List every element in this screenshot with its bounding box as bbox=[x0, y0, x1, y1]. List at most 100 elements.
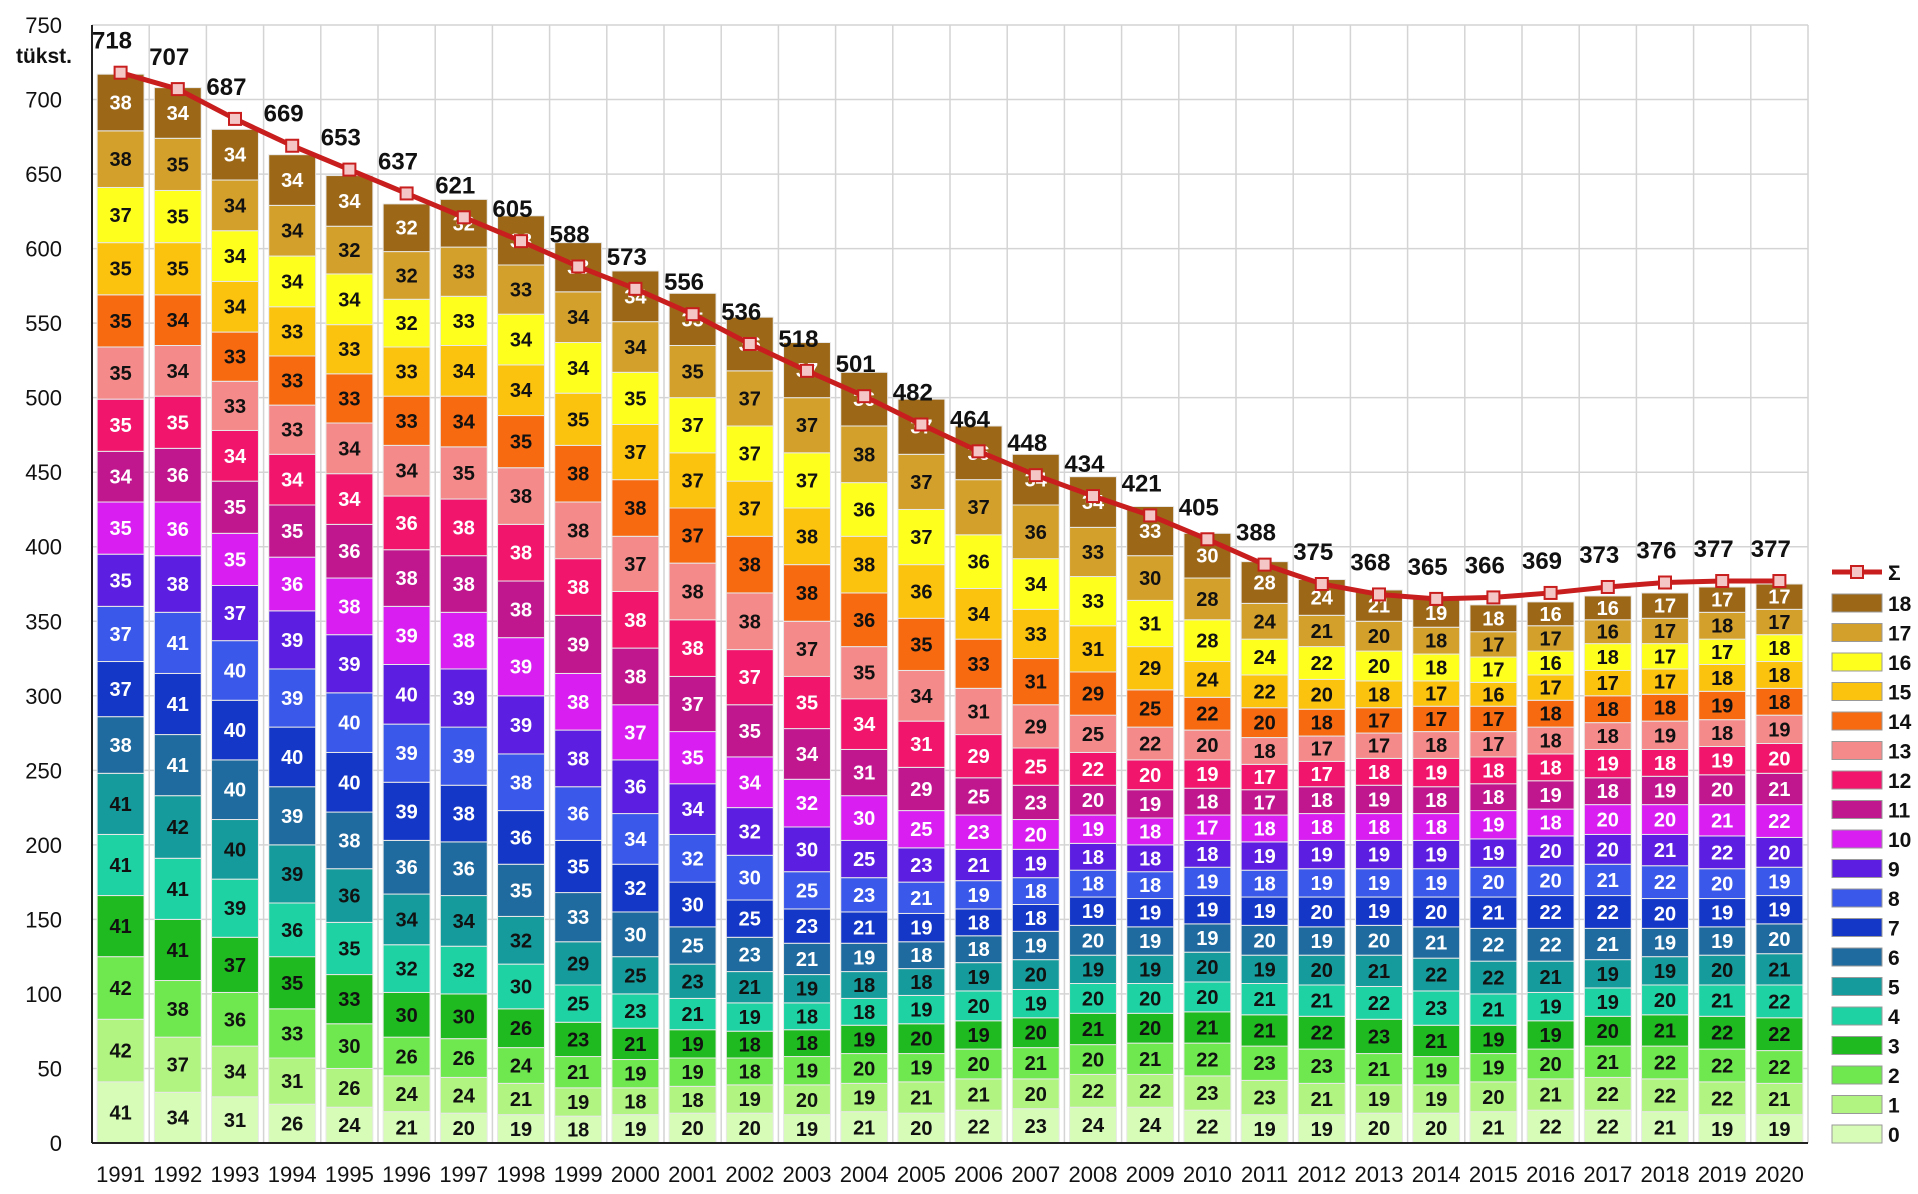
bar-segment bbox=[382, 203, 431, 253]
bar-segment bbox=[840, 698, 889, 750]
bar-segment bbox=[611, 371, 660, 425]
bar-segment bbox=[1755, 608, 1804, 636]
bar-segment-label: 41 bbox=[167, 755, 189, 777]
bar-segment bbox=[1183, 981, 1232, 1013]
x-tick-label: 2003 bbox=[783, 1162, 832, 1187]
bar-segment bbox=[153, 611, 202, 674]
bar-segment bbox=[1011, 1108, 1060, 1144]
bar-stack-1997: 20242630323436383939383838353434333332 bbox=[439, 198, 488, 1144]
bar-segment-label: 19 bbox=[1597, 964, 1619, 986]
bar-segment-label: 17 bbox=[1425, 709, 1447, 731]
bar-segment bbox=[1126, 689, 1175, 728]
bar-segment bbox=[1412, 786, 1461, 815]
legend-label: 6 bbox=[1888, 947, 1900, 970]
bar-segment bbox=[96, 501, 145, 555]
bar-segment bbox=[1011, 848, 1060, 879]
bar-segment bbox=[783, 728, 831, 780]
bar-segment bbox=[211, 1045, 259, 1098]
bar-segment-label: 24 bbox=[1311, 587, 1334, 609]
bar-segment-label: 22 bbox=[1711, 1023, 1733, 1045]
bar-segment-label: 17 bbox=[1711, 642, 1733, 664]
bar-segment-label: 25 bbox=[681, 935, 703, 957]
bar-segment bbox=[325, 751, 374, 813]
bar-segment bbox=[1240, 841, 1289, 871]
bar-segment-label: 23 bbox=[1253, 1088, 1275, 1110]
bar-segment bbox=[1355, 757, 1403, 786]
bar-segment-label: 28 bbox=[1196, 589, 1218, 611]
bar-segment bbox=[1641, 643, 1689, 670]
bar-segment-label: 19 bbox=[1711, 1119, 1733, 1141]
bar-segment-label: 18 bbox=[796, 1033, 818, 1055]
bar-segment-label: 19 bbox=[1654, 780, 1676, 802]
bar-segment bbox=[1011, 658, 1060, 706]
bar-segment bbox=[840, 1111, 889, 1144]
bar-segment bbox=[1297, 1015, 1346, 1050]
bar-segment-label: 20 bbox=[910, 1118, 932, 1140]
bar-segment bbox=[1126, 1012, 1175, 1044]
y-tick-label: 150 bbox=[25, 907, 62, 932]
bar-segment-label: 34 bbox=[681, 799, 704, 821]
total-marker bbox=[342, 162, 357, 177]
bar-segment-label: 29 bbox=[967, 746, 989, 768]
x-tick-label: 2020 bbox=[1755, 1162, 1804, 1187]
bar-segment-label: 20 bbox=[1539, 1054, 1561, 1076]
bar-segment-label: 34 bbox=[510, 330, 533, 352]
legend-label: 5 bbox=[1888, 977, 1900, 1000]
bar-segment-label: 21 bbox=[1368, 961, 1390, 983]
bar-segment-label: 37 bbox=[910, 472, 932, 494]
bar-segment-label: 32 bbox=[796, 793, 818, 815]
bar-segment bbox=[668, 997, 717, 1031]
bar-segment bbox=[1641, 668, 1689, 695]
bar-segment bbox=[1469, 1053, 1518, 1083]
bar-segment bbox=[1469, 866, 1518, 898]
total-marker bbox=[1543, 585, 1558, 600]
bar-segment bbox=[1011, 819, 1060, 850]
bar-segment bbox=[1526, 895, 1575, 929]
bar-segment-label: 23 bbox=[853, 885, 875, 907]
bar-segment-label: 19 bbox=[1253, 901, 1275, 923]
bar-segment bbox=[96, 772, 145, 835]
bar-segment-label: 37 bbox=[167, 1055, 189, 1077]
total-marker bbox=[1143, 508, 1158, 523]
bar-segment bbox=[840, 646, 889, 700]
bar-segment bbox=[611, 993, 660, 1029]
bar-segment bbox=[554, 444, 603, 503]
bar-segment bbox=[554, 501, 603, 560]
legend-swatch bbox=[1831, 623, 1883, 642]
bar-segment bbox=[268, 726, 317, 788]
bar-segment bbox=[211, 584, 259, 642]
bar-segment bbox=[1011, 747, 1060, 786]
bar-segment-label: 20 bbox=[1082, 930, 1104, 952]
bar-segment-label: 35 bbox=[453, 463, 475, 485]
bar-segment-label: 16 bbox=[1482, 684, 1504, 706]
bar-segment-label: 22 bbox=[1082, 759, 1104, 781]
x-tick-label: 2017 bbox=[1583, 1162, 1632, 1187]
bar-segment bbox=[96, 553, 145, 607]
bar-segment bbox=[840, 971, 889, 999]
y-tick-label: 200 bbox=[25, 833, 62, 858]
bar-segment bbox=[1469, 631, 1518, 658]
bar-segment bbox=[1126, 871, 1175, 900]
legend-swatch bbox=[1831, 859, 1883, 878]
bar-segment bbox=[554, 291, 603, 344]
bar-segment-label: 36 bbox=[338, 541, 360, 563]
bar-segment-label: 30 bbox=[796, 839, 818, 861]
bar-segment-label: 22 bbox=[1311, 1023, 1333, 1045]
bar-segment bbox=[1240, 924, 1289, 956]
total-marker bbox=[571, 259, 586, 274]
bar-segment bbox=[96, 130, 145, 188]
x-tick-label: 2019 bbox=[1698, 1162, 1747, 1187]
bar-segment-label: 36 bbox=[453, 859, 475, 881]
bar-segment bbox=[554, 786, 603, 841]
bar-segment-label: 41 bbox=[109, 916, 131, 938]
bar-segment-label: 18 bbox=[1654, 698, 1676, 720]
bar-segment-label: 18 bbox=[1711, 616, 1733, 638]
bar-segment bbox=[840, 1082, 889, 1113]
x-tick-label: 2006 bbox=[954, 1162, 1003, 1187]
bar-segment bbox=[211, 936, 259, 993]
bar-segment bbox=[1126, 646, 1175, 691]
bar-segment-label: 34 bbox=[395, 909, 418, 931]
total-line-path bbox=[119, 70, 1780, 602]
bar-segment bbox=[668, 731, 717, 785]
bar-segment bbox=[783, 452, 831, 509]
